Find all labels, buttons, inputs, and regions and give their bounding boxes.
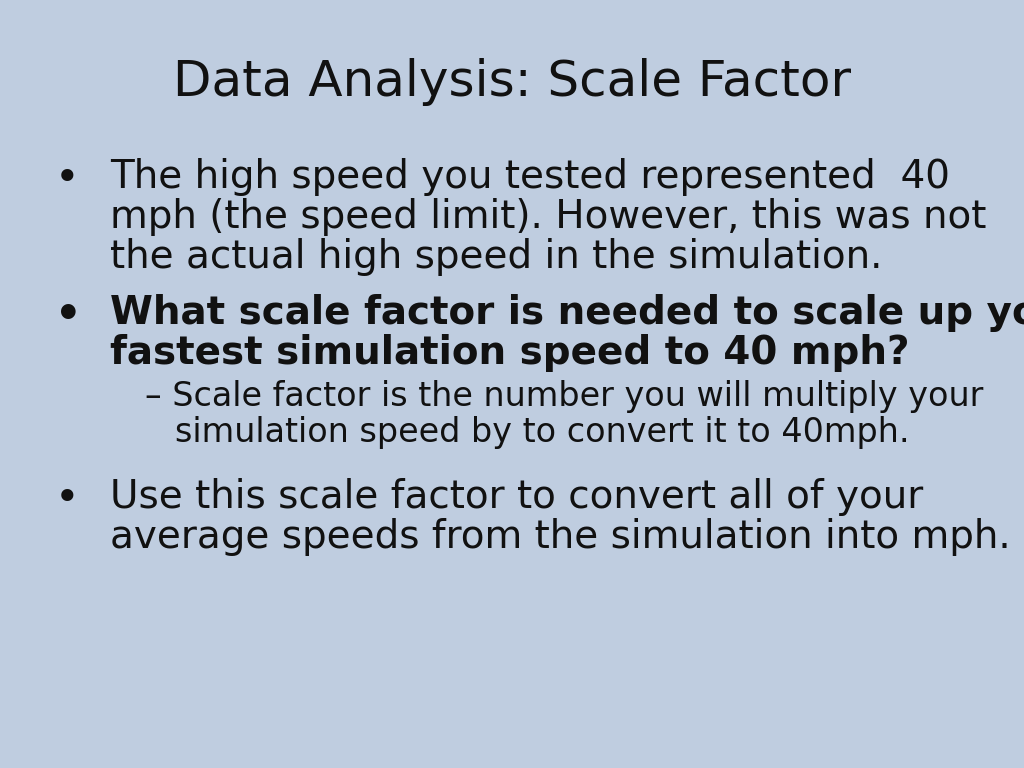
Text: average speeds from the simulation into mph.: average speeds from the simulation into … <box>110 518 1011 556</box>
Text: •: • <box>55 294 82 336</box>
Text: •: • <box>55 478 80 520</box>
Text: simulation speed by to convert it to 40mph.: simulation speed by to convert it to 40m… <box>175 416 909 449</box>
Text: What scale factor is needed to scale up your: What scale factor is needed to scale up … <box>110 294 1024 332</box>
Text: Use this scale factor to convert all of your: Use this scale factor to convert all of … <box>110 478 924 516</box>
Text: fastest simulation speed to 40 mph?: fastest simulation speed to 40 mph? <box>110 334 909 372</box>
Text: – Scale factor is the number you will multiply your: – Scale factor is the number you will mu… <box>145 380 983 413</box>
Text: the actual high speed in the simulation.: the actual high speed in the simulation. <box>110 238 883 276</box>
Text: mph (the speed limit). However, this was not: mph (the speed limit). However, this was… <box>110 198 986 236</box>
Text: Data Analysis: Scale Factor: Data Analysis: Scale Factor <box>173 58 851 106</box>
Text: •: • <box>55 158 80 200</box>
Text: The high speed you tested represented  40: The high speed you tested represented 40 <box>110 158 950 196</box>
